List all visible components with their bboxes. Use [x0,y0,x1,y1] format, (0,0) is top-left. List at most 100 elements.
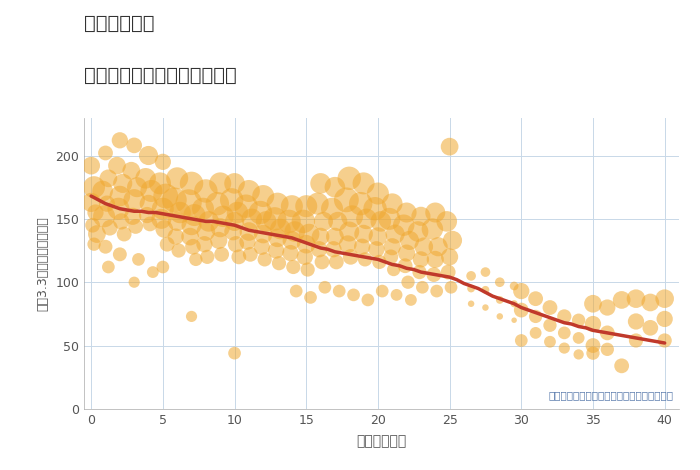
Point [173,247,184,254]
Point [344,228,355,235]
Point [430,209,441,216]
Point [480,286,491,294]
Point [384,215,395,223]
Point [97,187,108,195]
Point [215,180,226,187]
Point [444,253,455,261]
Point [90,209,101,216]
Point [255,209,266,216]
Point [559,329,570,337]
Point [659,295,671,302]
Point [330,258,342,266]
Point [587,320,598,328]
Point [88,183,99,191]
Text: 円の大きさは、取引のあった物件面積を示す: 円の大きさは、取引のあった物件面積を示す [548,390,673,400]
Point [203,218,214,225]
Y-axis label: 坪（3.3㎡）単価（万円）: 坪（3.3㎡）単価（万円） [36,216,50,311]
Point [285,249,296,257]
Point [130,223,141,230]
Point [645,299,656,306]
Point [377,287,388,295]
Point [174,209,186,216]
Point [516,306,527,314]
Point [341,196,352,204]
Point [326,205,337,212]
Point [144,220,155,227]
Point [645,324,656,331]
Point [441,218,452,225]
Point [345,253,356,261]
Point [289,228,300,235]
Point [288,263,299,271]
Point [329,183,340,191]
Point [412,228,423,235]
Point [158,158,169,165]
Point [158,205,169,212]
Point [480,268,491,276]
Point [415,212,426,220]
Point [85,199,97,206]
Point [494,278,505,286]
Point [258,192,269,200]
Point [385,253,396,261]
Point [102,200,113,207]
Point [374,258,385,266]
Point [318,218,329,225]
Point [274,259,285,267]
Point [587,300,598,307]
Point [444,143,455,150]
Point [402,278,414,286]
Point [258,230,269,238]
Point [185,233,196,240]
Point [508,282,519,290]
Point [427,225,438,233]
Point [416,283,428,291]
Point [401,249,412,257]
Point [260,218,272,225]
Point [372,190,384,197]
Point [631,295,642,302]
Point [232,209,243,216]
Point [302,266,314,273]
Point [631,318,642,325]
Point [286,236,297,244]
Point [433,243,444,251]
Point [117,180,128,187]
Point [391,291,402,298]
Point [404,236,415,244]
Point [466,272,477,280]
Point [466,285,477,292]
Point [88,241,99,248]
Point [616,362,627,369]
Point [199,241,210,248]
Point [240,203,251,210]
Point [545,321,556,329]
Point [211,200,223,207]
Point [259,256,270,263]
Point [275,225,286,233]
Point [186,221,197,229]
Point [244,228,255,235]
Point [355,200,366,207]
Point [508,300,519,307]
Point [188,243,199,251]
Point [530,313,541,320]
Point [244,187,255,195]
Point [304,230,315,238]
Point [418,243,429,251]
Point [116,218,127,225]
Point [197,205,209,212]
Point [332,218,344,225]
Point [228,228,239,235]
Point [127,212,139,220]
Point [162,241,173,248]
Point [100,149,111,157]
Point [284,218,295,225]
Text: 築年数別中古マンション価格: 築年数別中古マンション価格 [84,66,237,85]
Point [659,315,671,323]
Point [113,205,124,212]
Point [129,278,140,286]
Point [400,262,411,269]
Point [428,271,440,278]
Point [356,243,368,251]
